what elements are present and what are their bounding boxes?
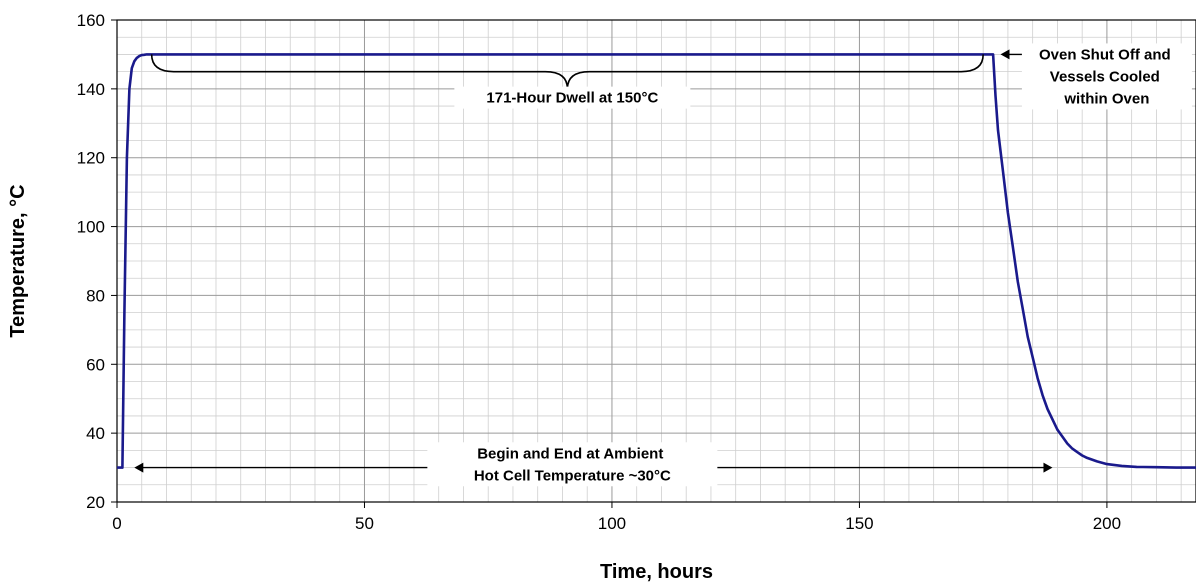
shutoff-line-1: Oven Shut Off and (1039, 46, 1171, 63)
y-tick-label: 100 (77, 218, 105, 237)
arrow-head (134, 462, 144, 473)
y-tick-label: 160 (77, 11, 105, 30)
x-tick-label: 150 (845, 514, 873, 533)
y-tick-label: 120 (77, 149, 105, 168)
ambient-label-background (427, 442, 718, 487)
y-tick-label: 40 (86, 424, 105, 443)
shutoff-line-2: Vessels Cooled (1050, 68, 1160, 85)
x-tick-label: 50 (355, 514, 374, 533)
shutoff-label-background (1021, 43, 1192, 110)
shutoff-annotation: Oven Shut Off and Vessels Cooled within … (1039, 46, 1175, 107)
temperature-series-line (117, 53, 1196, 469)
dwell-label-background (454, 86, 691, 109)
x-tick-label: 100 (598, 514, 626, 533)
minor-gridlines (117, 20, 1196, 502)
x-axis-ticks: 0 50 100 150 200 (112, 502, 1121, 533)
plot-area-frame (116, 19, 1196, 503)
y-tick-label: 140 (77, 80, 105, 99)
y-tick-label: 60 (86, 355, 105, 374)
shutoff-line-3: within Oven (1063, 90, 1149, 107)
shutoff-arrow (1000, 49, 1023, 60)
ambient-line-1: Begin and End at Ambient (477, 445, 663, 462)
ambient-line-2: Hot Cell Temperature ~30°C (474, 467, 671, 484)
x-axis-title: Time, hours (600, 561, 713, 583)
y-tick-label: 20 (86, 493, 105, 512)
x-tick-label: 200 (1093, 514, 1121, 533)
y-axis-ticks: 20 40 60 80 100 120 140 160 (77, 11, 117, 512)
y-axis-title: Temperature, °C (7, 184, 29, 337)
arrow-head (1000, 49, 1010, 60)
ambient-annotation: Begin and End at Ambient Hot Cell Temper… (474, 445, 671, 484)
arrow-head (1043, 462, 1053, 473)
x-tick-label: 0 (112, 514, 121, 533)
y-tick-label: 80 (86, 286, 105, 305)
dwell-annotation: 171-Hour Dwell at 150°C (486, 90, 658, 107)
